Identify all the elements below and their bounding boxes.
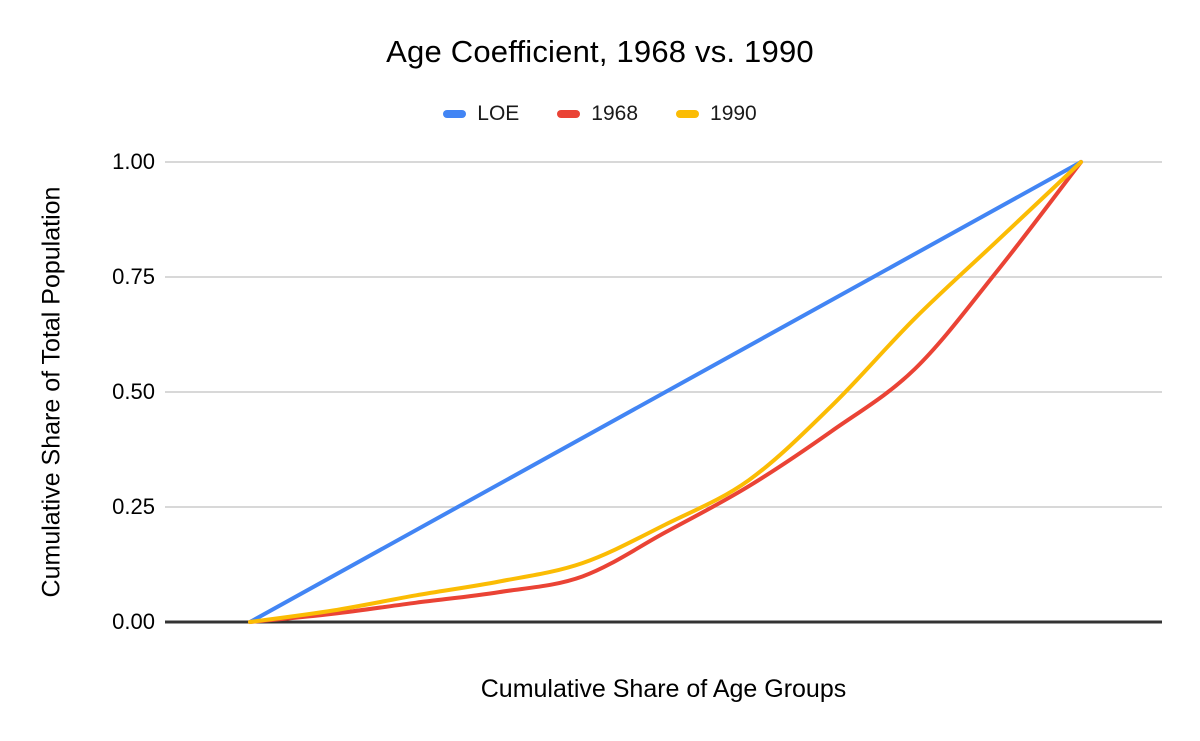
legend-swatch-1968 bbox=[557, 110, 581, 118]
legend-item-loe: LOE bbox=[443, 103, 519, 125]
y-tick-label: 0.75 bbox=[112, 264, 155, 289]
legend-swatch-loe bbox=[443, 110, 467, 118]
y-tick-label: 1.00 bbox=[112, 149, 155, 174]
chart-title: Age Coefficient, 1968 vs. 1990 bbox=[386, 34, 814, 69]
legend: LOE 1968 1990 bbox=[0, 103, 1200, 125]
legend-swatch-1990 bbox=[676, 110, 700, 118]
legend-item-1990: 1990 bbox=[676, 103, 757, 125]
legend-label-1968: 1968 bbox=[591, 102, 639, 125]
series-line-1968 bbox=[248, 160, 1083, 624]
legend-label-loe: LOE bbox=[477, 102, 520, 125]
y-tick-label: 0.00 bbox=[112, 609, 155, 634]
legend-label-1990: 1990 bbox=[710, 102, 757, 125]
y-tick-label: 0.50 bbox=[112, 379, 155, 404]
y-tick-label: 0.25 bbox=[112, 494, 155, 519]
series-line-1990 bbox=[248, 160, 1083, 624]
series-line-loe bbox=[248, 160, 1083, 624]
x-axis-title: Cumulative Share of Age Groups bbox=[480, 675, 847, 703]
legend-item-1968: 1968 bbox=[557, 103, 638, 125]
